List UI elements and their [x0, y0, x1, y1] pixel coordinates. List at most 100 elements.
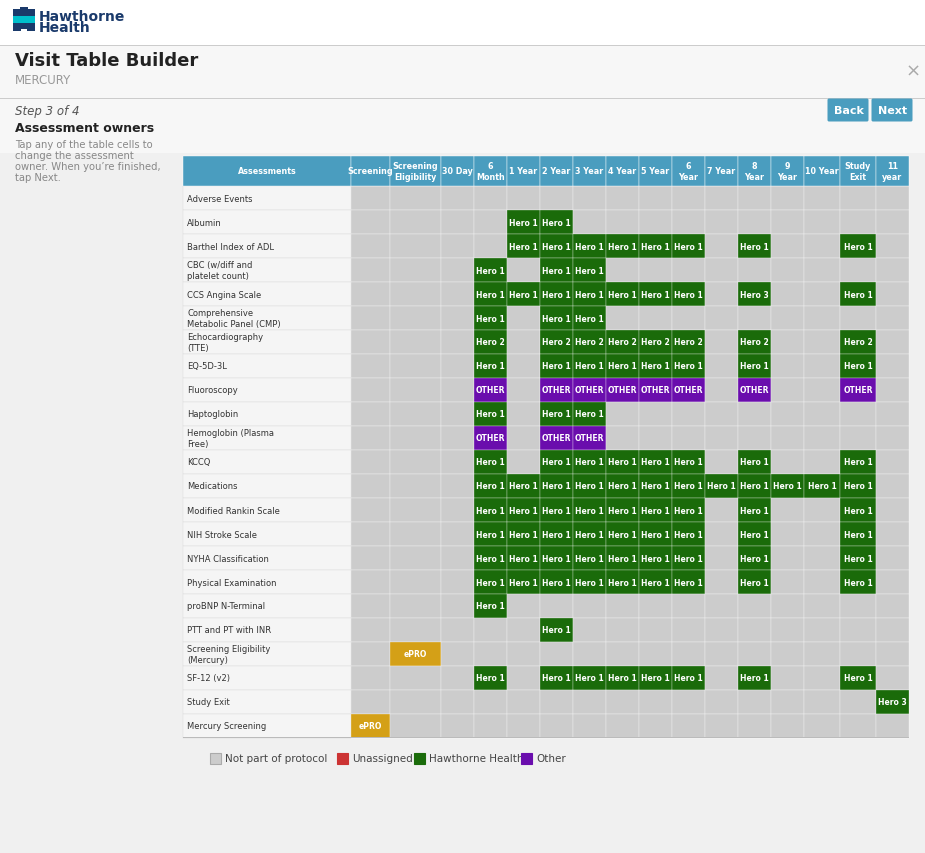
Text: Albumin: Albumin	[187, 218, 222, 227]
Bar	[351, 403, 389, 426]
Text: Hero 1: Hero 1	[641, 577, 670, 587]
Bar	[639, 211, 672, 235]
Bar	[606, 498, 638, 522]
Text: Study
Exit: Study Exit	[845, 162, 871, 182]
Bar	[474, 547, 507, 571]
Text: CBC (w/diff and
platelet count): CBC (w/diff and platelet count)	[187, 261, 253, 281]
Text: OTHER: OTHER	[673, 386, 703, 395]
Bar	[474, 235, 507, 258]
Text: Hero 1: Hero 1	[740, 506, 769, 515]
Text: Hero 1: Hero 1	[575, 554, 604, 563]
Bar	[507, 474, 539, 498]
Text: Hero 1: Hero 1	[509, 482, 537, 491]
Bar	[771, 522, 804, 547]
Bar	[573, 157, 606, 187]
Text: PTT and PT with INR: PTT and PT with INR	[187, 626, 271, 635]
Text: Hero 2: Hero 2	[575, 338, 604, 347]
Text: Hero 1: Hero 1	[707, 482, 736, 491]
Bar	[738, 547, 771, 571]
Text: Hero 2: Hero 2	[608, 338, 637, 347]
Bar	[540, 258, 573, 282]
Bar	[672, 571, 705, 595]
Bar	[573, 379, 606, 403]
Text: Hero 1: Hero 1	[641, 506, 670, 515]
Bar	[474, 595, 507, 618]
Bar	[390, 331, 440, 355]
Text: Medications: Medications	[187, 482, 238, 491]
Bar	[474, 474, 507, 498]
Text: Echocardiography
(TTE): Echocardiography (TTE)	[187, 333, 263, 352]
Bar	[351, 474, 389, 498]
Bar	[351, 714, 389, 738]
Bar	[771, 306, 804, 331]
Bar	[351, 547, 389, 571]
Bar	[876, 522, 908, 547]
Text: Hero 1: Hero 1	[844, 577, 872, 587]
Bar	[738, 690, 771, 714]
Bar	[441, 258, 474, 282]
FancyBboxPatch shape	[871, 100, 912, 122]
Bar	[738, 498, 771, 522]
Bar	[840, 211, 875, 235]
Bar	[183, 474, 351, 498]
Text: Hero 1: Hero 1	[476, 290, 505, 299]
Bar	[606, 426, 638, 450]
Bar	[474, 157, 507, 187]
Bar	[738, 714, 771, 738]
Bar	[639, 618, 672, 642]
Text: Hero 1: Hero 1	[674, 362, 703, 371]
Text: Hero 1: Hero 1	[674, 482, 703, 491]
Text: 11
year: 11 year	[882, 162, 903, 182]
Text: Hero 1: Hero 1	[844, 362, 872, 371]
Bar	[183, 547, 351, 571]
Text: Hero 1: Hero 1	[476, 530, 505, 539]
Bar	[474, 211, 507, 235]
Text: Hero 1: Hero 1	[575, 314, 604, 323]
Bar	[738, 355, 771, 379]
Bar	[507, 690, 539, 714]
Bar	[540, 211, 573, 235]
Bar	[639, 595, 672, 618]
Bar	[507, 426, 539, 450]
Bar	[441, 571, 474, 595]
Bar	[738, 618, 771, 642]
Text: Hero 2: Hero 2	[674, 338, 703, 347]
Bar	[507, 306, 539, 331]
Bar	[804, 714, 840, 738]
Text: Unassigned: Unassigned	[352, 753, 413, 763]
Text: Hero 2: Hero 2	[542, 338, 571, 347]
Bar	[606, 642, 638, 666]
Bar	[738, 379, 771, 403]
Bar	[351, 426, 389, 450]
Text: 30 Day: 30 Day	[442, 167, 473, 177]
Text: Not part of protocol: Not part of protocol	[225, 753, 327, 763]
Bar	[390, 282, 440, 306]
Bar	[441, 714, 474, 738]
Text: Hero 2: Hero 2	[740, 338, 769, 347]
Bar	[606, 331, 638, 355]
Bar	[540, 187, 573, 211]
Bar	[390, 618, 440, 642]
Text: EQ-5D-3L: EQ-5D-3L	[187, 362, 227, 371]
Text: Hero 1: Hero 1	[674, 506, 703, 515]
Bar	[705, 666, 737, 690]
Bar	[639, 571, 672, 595]
Text: ePRO: ePRO	[359, 722, 382, 731]
Bar	[414, 752, 425, 763]
Text: Hero 1: Hero 1	[476, 674, 505, 682]
Bar	[840, 282, 875, 306]
Bar	[639, 522, 672, 547]
Text: Hero 1: Hero 1	[575, 242, 604, 251]
Bar	[441, 666, 474, 690]
Bar	[771, 331, 804, 355]
Bar	[390, 666, 440, 690]
Bar	[672, 474, 705, 498]
Bar	[639, 355, 672, 379]
Bar	[672, 331, 705, 355]
Bar	[351, 571, 389, 595]
Bar	[540, 618, 573, 642]
Bar	[441, 187, 474, 211]
Bar	[876, 571, 908, 595]
Bar	[390, 714, 440, 738]
Bar	[507, 403, 539, 426]
